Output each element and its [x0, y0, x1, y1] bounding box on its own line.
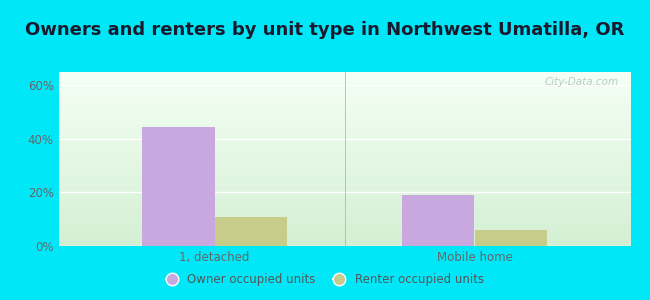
Bar [474, 230, 547, 246]
Legend: Owner occupied units, Renter occupied units: Owner occupied units, Renter occupied un… [161, 269, 489, 291]
Bar [142, 127, 214, 246]
Text: City-Data.com: City-Data.com [545, 77, 619, 87]
Text: Owners and renters by unit type in Northwest Umatilla, OR: Owners and renters by unit type in North… [25, 21, 625, 39]
Bar [214, 217, 287, 246]
Bar [402, 195, 474, 246]
